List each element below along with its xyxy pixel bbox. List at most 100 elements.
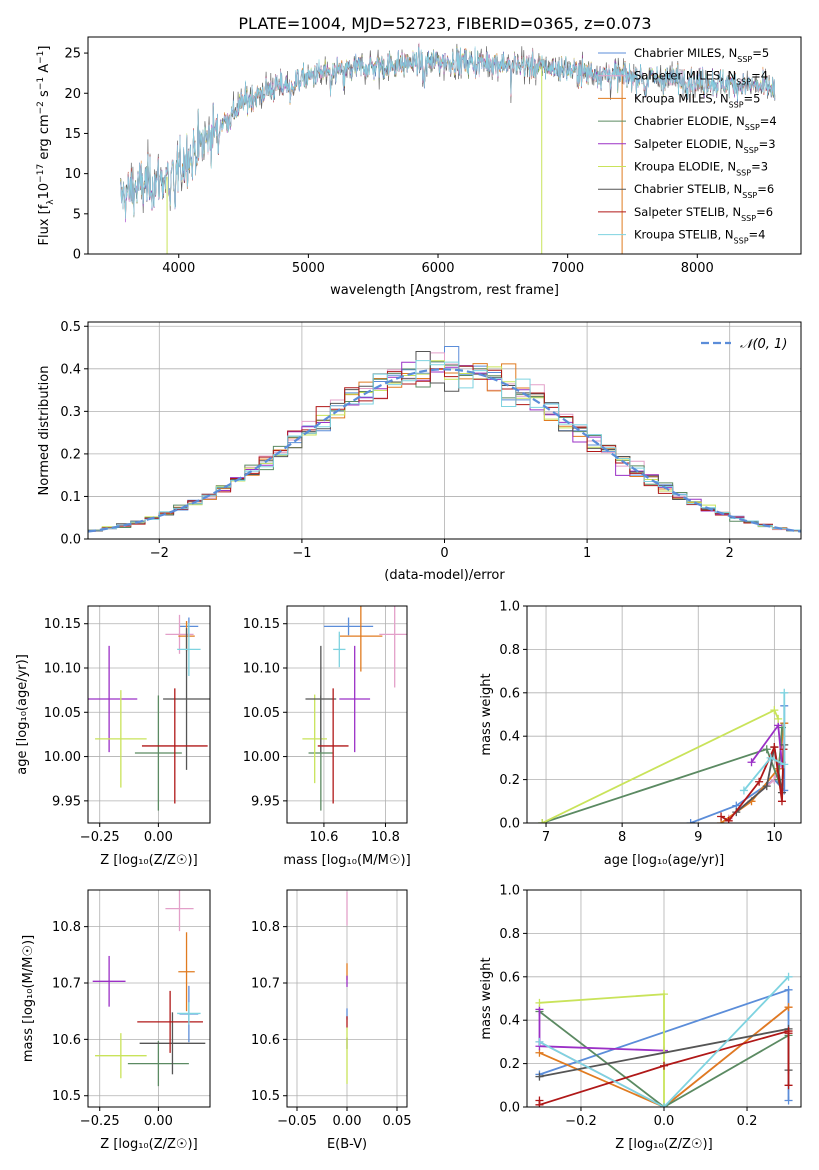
- series-marker: [535, 1072, 544, 1081]
- series-marker: [770, 743, 779, 752]
- x-tick-label: 1: [583, 546, 591, 561]
- x-tick-label: −0.25: [80, 1114, 120, 1129]
- y-tick-label: 10.8: [251, 920, 280, 935]
- axes-frame: [286, 889, 408, 1108]
- series-marker: [747, 758, 756, 767]
- series-marker: [784, 985, 793, 994]
- x-axis-label: Z [log₁₀(Z/Z☉)]: [615, 1137, 712, 1152]
- x-tick-label: 4000: [162, 261, 195, 276]
- plot-area-massweight-vs-Z: [535, 972, 793, 1107]
- y-axis-label: mass weight: [479, 957, 494, 1039]
- plot-area-residuals: [88, 346, 801, 539]
- series-marker: [762, 745, 771, 754]
- y-tick-label: 10.15: [243, 617, 280, 632]
- series-marker: [538, 819, 547, 823]
- series-marker: [660, 1103, 668, 1107]
- panel-mass-vs-ebv: −0.05 0.00 0.05 10.5 10.6 10.7 10.8 E(B-V): [251, 889, 412, 1152]
- x-tick-label: 0.00: [144, 830, 173, 845]
- y-tick-label: 5: [73, 207, 81, 222]
- series-marker: [780, 688, 789, 697]
- y-tick-label: 10.5: [251, 1089, 280, 1104]
- series-marker: [535, 998, 544, 1007]
- x-tick-label: 0.05: [383, 1114, 412, 1129]
- series-marker: [686, 819, 695, 823]
- x-tick-label: 9: [694, 830, 702, 845]
- legend-label: 𝒩(0, 1): [740, 337, 787, 352]
- spectrum-line: [120, 46, 776, 219]
- y-tick-label: 0.4: [60, 362, 81, 377]
- page-title: PLATE=1004, MJD=52723, FIBERID=0365, z=0…: [238, 14, 651, 33]
- y-tick-label: 10.15: [44, 617, 81, 632]
- axes-frame: [87, 36, 802, 255]
- series-line: [539, 976, 790, 1107]
- legend-label: Salpeter STELIB, NSSP=6: [634, 205, 773, 223]
- y-tick-label: 10.5: [52, 1089, 81, 1104]
- y-tick-label: 9.95: [251, 794, 280, 809]
- series-marker: [770, 706, 779, 715]
- series-marker: [739, 786, 748, 795]
- plot-area-age-vs-Z: [88, 614, 210, 811]
- y-tick-label: 0.2: [499, 1057, 520, 1072]
- y-tick-label: 15: [64, 127, 81, 142]
- legend-label: Salpeter MILES, NSSP=4: [634, 69, 768, 87]
- y-tick-label: 10.6: [251, 1033, 280, 1048]
- x-axis-label: age [log₁₀(age/yr)]: [604, 853, 725, 868]
- y-axis-label: age [log₁₀(age/yr)]: [15, 654, 30, 775]
- x-tick-label: −0.2: [565, 1114, 597, 1129]
- panel-age-vs-mass: 10.6 10.8 9.95 10.00 10.05 10.10 10.15 mass [lo…: [243, 605, 411, 868]
- x-tick-label: 10.8: [371, 830, 400, 845]
- y-tick-label: 10.10: [243, 662, 280, 677]
- y-axis-label: Normed distribution: [37, 366, 52, 496]
- x-axis-label: E(B-V): [327, 1137, 367, 1152]
- series-marker: [780, 760, 789, 769]
- x-axis-label: Z [log₁₀(Z/Z☉)]: [100, 853, 197, 868]
- legend: Chabrier MILES, NSSP=5 Salpeter MILES, NS…: [598, 46, 777, 245]
- series-line: [538, 1009, 665, 1052]
- x-tick-label: 0.0: [654, 1114, 675, 1129]
- plot-area-mass-vs-Z: [92, 890, 206, 1087]
- plot-area-massweight-vs-age: [538, 688, 789, 823]
- x-axis-label: wavelength [Angstrom, rest frame]: [330, 283, 559, 298]
- x-tick-label: 0.2: [737, 1114, 758, 1129]
- legend-label: Salpeter ELODIE, NSSP=3: [634, 137, 776, 155]
- series-line: [743, 692, 786, 792]
- x-tick-label: 0: [440, 546, 448, 561]
- x-tick-label: −0.05: [277, 1114, 317, 1129]
- y-tick-label: 0.2: [499, 773, 520, 788]
- y-tick-label: 9.95: [52, 794, 81, 809]
- series-marker: [535, 1037, 544, 1046]
- y-tick-label: 10.8: [52, 920, 81, 935]
- y-tick-label: 0.3: [60, 405, 81, 420]
- y-tick-label: 10.7: [251, 977, 280, 992]
- plot-area-age-vs-mass: [302, 606, 407, 811]
- series-marker: [535, 1100, 544, 1107]
- y-axis-label: Flux [fλ10−17 erg cm−2 s−1 A−1]: [36, 46, 56, 246]
- y-tick-label: 20: [64, 87, 81, 102]
- axes-frame: [526, 889, 802, 1108]
- series-marker: [660, 990, 668, 999]
- series-line: [539, 1006, 790, 1107]
- y-tick-label: 10.00: [44, 750, 81, 765]
- x-tick-label: −2: [150, 546, 169, 561]
- series-marker: [724, 816, 733, 823]
- y-tick-label: 0.4: [499, 730, 520, 745]
- series-marker: [784, 1096, 793, 1105]
- y-axis-label: mass [log₁₀(M/M☉)]: [21, 935, 36, 1062]
- y-tick-label: 10.05: [243, 706, 280, 721]
- series-marker: [660, 1061, 668, 1070]
- y-tick-label: 0.6: [499, 970, 520, 985]
- y-tick-label: 0.8: [499, 927, 520, 942]
- y-tick-label: 0.5: [60, 320, 81, 335]
- series-line: [538, 1010, 789, 1107]
- y-tick-label: 0.8: [499, 643, 520, 658]
- series-marker: [766, 753, 775, 762]
- x-tick-label: −0.25: [80, 830, 120, 845]
- legend-label: Kroupa STELIB, NSSP=4: [634, 228, 765, 246]
- y-tick-label: 10.6: [52, 1033, 81, 1048]
- axes-frame: [286, 605, 408, 824]
- y-tick-label: 10: [64, 167, 81, 182]
- x-tick-label: 7000: [551, 261, 584, 276]
- legend-label: Chabrier MILES, NSSP=5: [634, 46, 769, 64]
- series-marker: [762, 782, 771, 791]
